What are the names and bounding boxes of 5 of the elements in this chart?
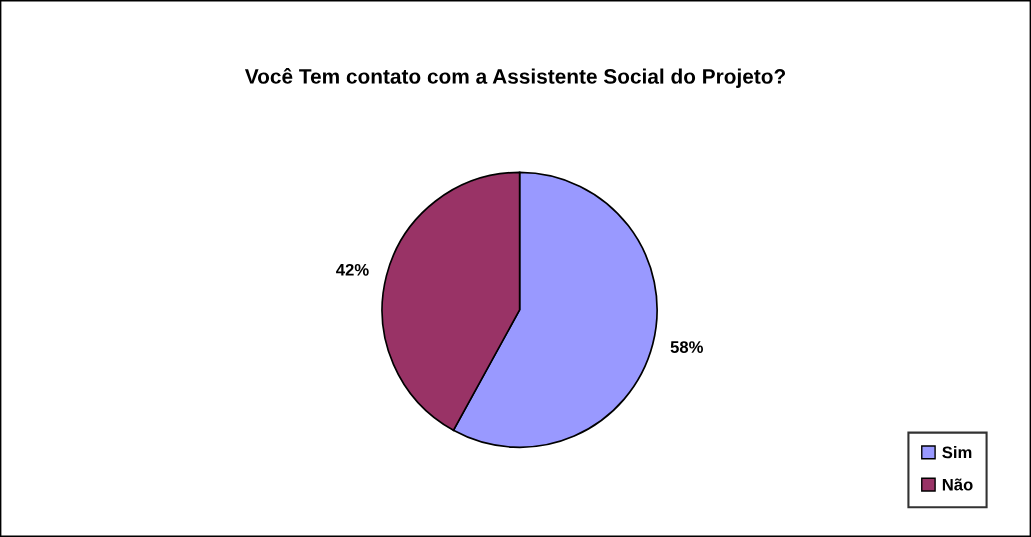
chart-title: Você Tem contato com a Assistente Social do Projeto? xyxy=(244,68,786,88)
legend-label: Não xyxy=(942,478,973,491)
data-label: 58% xyxy=(670,341,704,353)
data-label: 42% xyxy=(336,263,369,276)
legend-label: Sim xyxy=(942,446,972,459)
